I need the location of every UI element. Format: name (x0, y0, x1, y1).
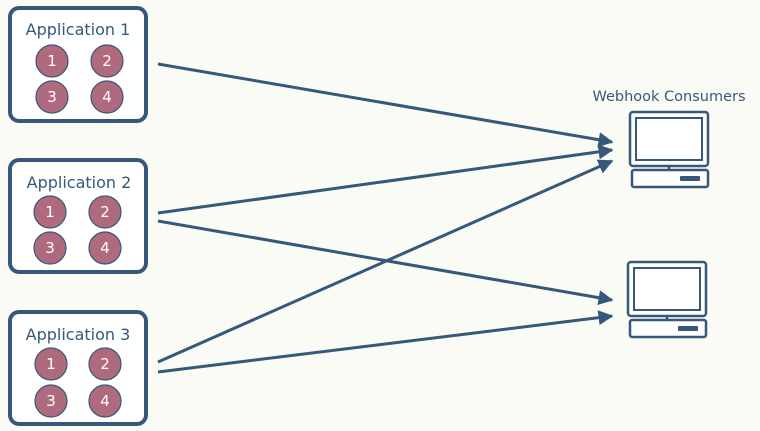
instance-4: 4 (88, 231, 122, 265)
instance-4: 4 (88, 384, 122, 418)
application-title: Application 2 (27, 173, 132, 192)
instance-label: 4 (100, 392, 110, 410)
connection-app1-consumer1 (157, 62, 614, 148)
application-box-1: Application 1 1 2 3 4 (8, 6, 148, 123)
instance-4: 4 (90, 80, 124, 114)
instance-3: 3 (33, 231, 67, 265)
instance-label: 3 (47, 88, 57, 106)
connections (157, 62, 614, 374)
instance-label: 3 (46, 392, 56, 410)
monitor-icon (626, 260, 708, 318)
instance-1: 1 (35, 44, 69, 78)
application-box-2: Application 2 1 2 3 4 (8, 158, 148, 274)
instance-2: 2 (90, 44, 124, 78)
consumer-computer-2 (626, 260, 708, 339)
instance-label: 2 (100, 355, 110, 373)
computer-base-icon (628, 318, 708, 339)
instance-2: 2 (88, 347, 122, 381)
instance-label: 4 (100, 239, 110, 257)
instance-1: 1 (34, 347, 68, 381)
instance-1: 1 (33, 195, 67, 229)
instance-label: 2 (100, 203, 110, 221)
application-box-3: Application 3 1 2 3 4 (8, 310, 148, 426)
instance-2: 2 (88, 195, 122, 229)
consumers-label: Webhook Consumers (592, 89, 745, 105)
consumer-computer-1 (628, 110, 710, 189)
instance-label: 2 (102, 52, 112, 70)
application-title: Application 3 (26, 325, 131, 344)
application-title: Application 1 (26, 20, 131, 39)
connection-app3-consumer2 (157, 310, 614, 374)
instance-label: 1 (47, 52, 57, 70)
instance-label: 1 (45, 203, 55, 221)
instance-3: 3 (35, 80, 69, 114)
connection-app3-consumer1 (157, 159, 614, 364)
monitor-icon (628, 110, 710, 168)
connection-app2-consumer1 (157, 144, 614, 215)
instance-label: 3 (45, 239, 55, 257)
computer-base-icon (630, 168, 710, 189)
instance-label: 4 (102, 88, 112, 106)
instance-label: 1 (46, 355, 56, 373)
instance-3: 3 (34, 384, 68, 418)
